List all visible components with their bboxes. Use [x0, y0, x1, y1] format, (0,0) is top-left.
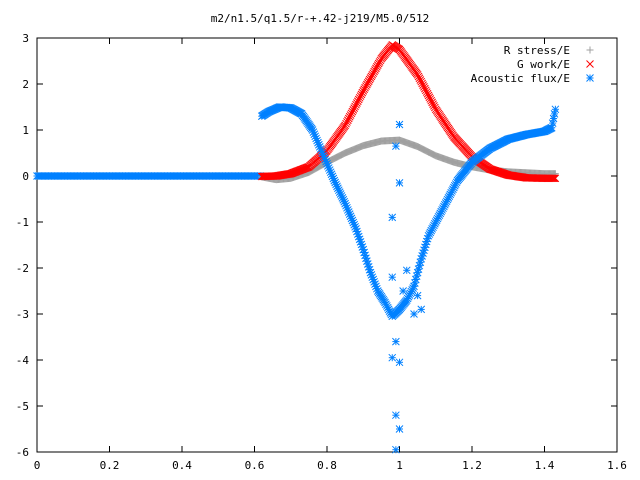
data-point [399, 287, 407, 295]
data-point [549, 114, 558, 123]
legend-label: G work/E [517, 58, 570, 71]
y-tick-label: 1 [22, 124, 29, 137]
data-point [363, 260, 372, 268]
x-tick-label: 0.6 [245, 459, 265, 472]
y-tick-label: -1 [16, 216, 29, 229]
data-point [392, 337, 400, 346]
y-tick-label: 3 [22, 32, 29, 45]
x-tick-label: 0.4 [172, 459, 192, 472]
x-axis-ticks: 0 0.2 0.4 0.6 0.8 1 1.2 1.4 1.6 [34, 38, 627, 472]
y-tick-label: -2 [16, 262, 29, 275]
plot-frame [36, 37, 618, 453]
data-series [33, 41, 560, 454]
data-point [410, 310, 418, 318]
acoustic-flux-zero-run [33, 172, 265, 180]
data-point [402, 266, 411, 275]
x-tick-label: 1.4 [535, 459, 555, 472]
y-tick-label: -3 [16, 308, 29, 321]
data-point [548, 174, 557, 183]
data-point [395, 425, 404, 433]
x-tick-label: 0.2 [100, 459, 120, 472]
data-point [388, 353, 397, 362]
data-point [551, 105, 560, 114]
x-tick-label: 1.6 [607, 459, 627, 472]
data-point [395, 120, 404, 129]
y-tick-label: 0 [22, 170, 29, 183]
legend-marker [586, 60, 594, 68]
chart-title: m2/n1.5/q1.5/r-+.42-j219/M5.0/512 [211, 12, 430, 25]
y-tick-label: -5 [16, 400, 29, 413]
legend-label: R stress/E [504, 44, 570, 57]
data-point [388, 213, 397, 222]
x-tick-label: 0 [34, 459, 41, 472]
x-tick-label: 1 [396, 459, 403, 472]
data-point [392, 142, 400, 150]
y-tick-label: 2 [22, 78, 29, 91]
y-tick-label: -4 [16, 354, 30, 367]
data-point [550, 110, 559, 118]
data-point [388, 273, 397, 282]
data-point [550, 174, 559, 183]
legend-marker [586, 46, 594, 54]
data-point [392, 445, 400, 454]
data-point [395, 358, 404, 367]
y-axis-ticks: 3 2 1 0 -1 -2 -3 -4 -5 -6 [16, 32, 617, 459]
legend-marker [586, 74, 594, 82]
data-point [395, 179, 404, 187]
data-point [548, 119, 557, 127]
series-acoustic-flux-e [257, 103, 560, 454]
x-tick-label: 0.8 [317, 459, 337, 472]
x-tick-label: 1.2 [462, 459, 482, 472]
data-point [413, 291, 422, 300]
data-point [551, 174, 560, 183]
y-tick-label: -6 [16, 446, 29, 459]
data-point [417, 305, 426, 314]
data-point [547, 174, 556, 183]
data-point [549, 174, 558, 183]
data-point [392, 411, 400, 420]
legend-label: Acoustic flux/E [471, 72, 570, 85]
data-point [547, 123, 556, 132]
